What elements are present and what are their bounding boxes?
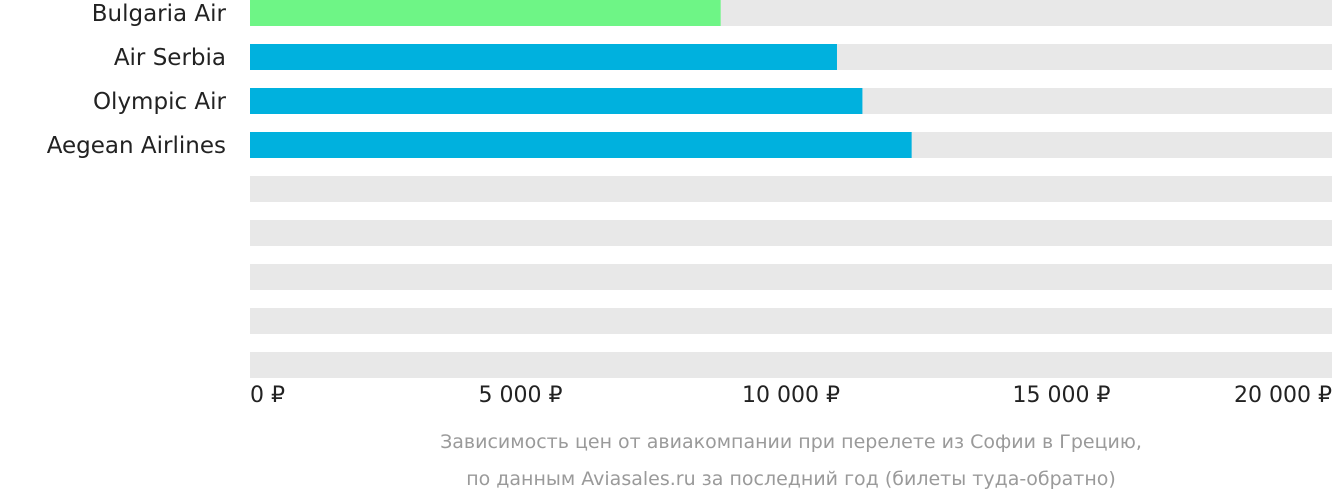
- bar-tracks: [250, 0, 1332, 378]
- category-labels: Bulgaria Air Air Serbia Olympic Air Aegean …: [47, 1, 227, 159]
- bar-track: [250, 264, 1332, 290]
- category-label: Aegean Airlines: [47, 133, 226, 159]
- bar: [250, 0, 721, 26]
- chart-caption-line-1: Зависимость цен от авиакомпании при пере…: [440, 431, 1142, 453]
- x-tick-label: 10 000 ₽: [742, 383, 840, 408]
- x-tick-label: 15 000 ₽: [1013, 383, 1111, 408]
- category-label: Bulgaria Air: [92, 1, 227, 27]
- x-tick-label: 20 000 ₽: [1234, 383, 1332, 408]
- category-label: Olympic Air: [93, 89, 227, 115]
- bar-track: [250, 176, 1332, 202]
- chart-caption-line-2: по данным Aviasales.ru за последний год …: [466, 468, 1116, 490]
- x-tick-label: 5 000 ₽: [479, 383, 563, 408]
- bar: [250, 44, 837, 70]
- bar-track: [250, 220, 1332, 246]
- bar: [250, 132, 912, 158]
- bar-track: [250, 308, 1332, 334]
- x-axis-tick-labels: 0 ₽ 5 000 ₽ 10 000 ₽ 15 000 ₽ 20 000 ₽: [250, 383, 1332, 408]
- bar: [250, 88, 863, 114]
- x-tick-label: 0 ₽: [250, 383, 285, 408]
- bar-track: [250, 352, 1332, 378]
- category-label: Air Serbia: [114, 45, 226, 71]
- bars: [250, 0, 912, 158]
